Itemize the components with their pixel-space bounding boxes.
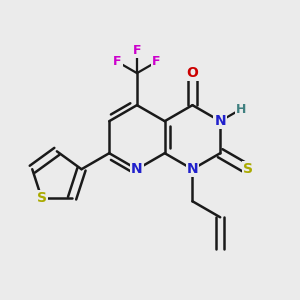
Text: S: S (243, 162, 253, 176)
Text: N: N (131, 162, 143, 176)
Text: N: N (187, 162, 198, 176)
Text: S: S (37, 191, 46, 205)
Text: O: O (187, 66, 198, 80)
Text: N: N (214, 114, 226, 128)
Text: F: F (133, 44, 141, 57)
Text: H: H (236, 103, 246, 116)
Text: F: F (113, 56, 122, 68)
Text: F: F (152, 56, 160, 68)
